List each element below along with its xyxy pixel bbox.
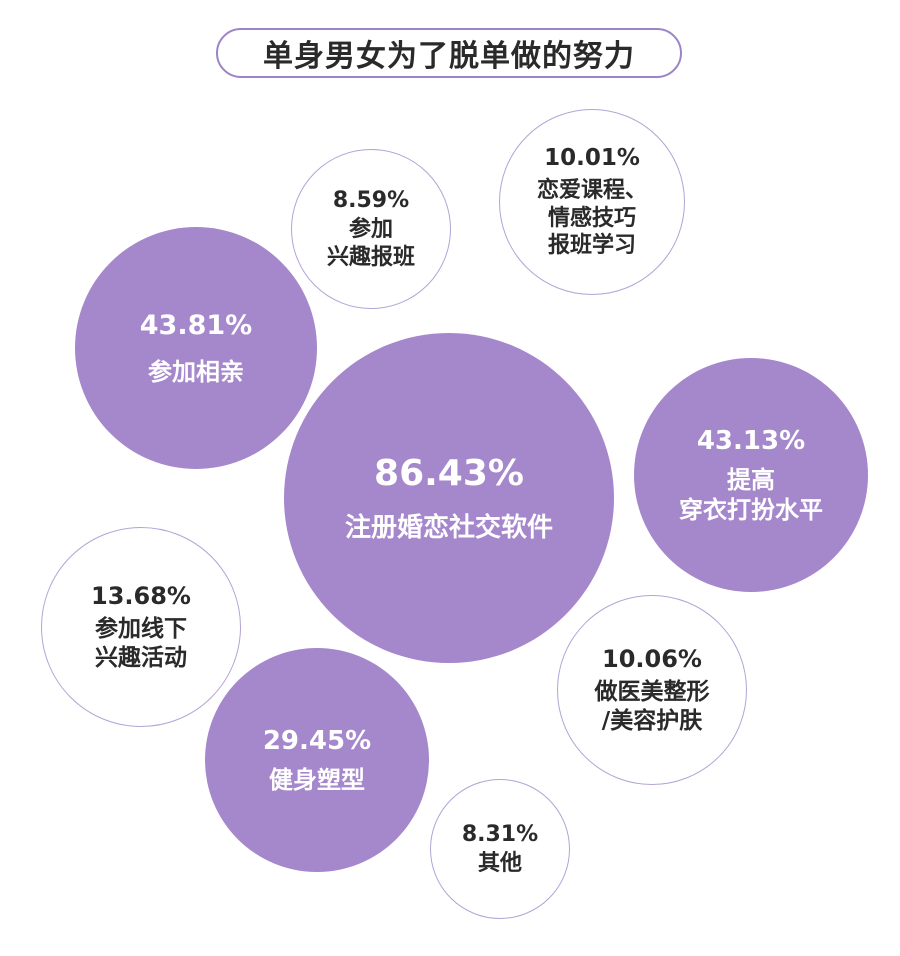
bubble-label: 穿衣打扮水平: [679, 496, 823, 525]
bubble-label: 参加: [348, 217, 393, 243]
bubble-value: 8.31%: [461, 821, 539, 847]
bubble-value: 43.81%: [139, 310, 253, 342]
bubble-label: 兴趣活动: [95, 645, 187, 671]
bubble-value: 29.45%: [262, 725, 372, 756]
bubble-label: 其他: [477, 851, 522, 876]
bubble-3: 29.45% 健身塑型: [205, 648, 429, 872]
bubble-label: 做医美整形: [594, 679, 710, 706]
bubble-1: 43.81% 参加相亲: [75, 227, 317, 469]
bubble-4: 13.68% 参加线下 兴趣活动: [41, 527, 241, 727]
bubble-label: 恋爱课程、: [536, 178, 647, 204]
bubble-value: 10.01%: [544, 145, 640, 172]
bubble-label: 参加相亲: [148, 357, 244, 386]
bubble-label: 报班学习: [547, 233, 636, 259]
bubble-7: 8.59% 参加 兴趣报班: [291, 149, 451, 309]
bubble-0: 86.43% 注册婚恋社交软件: [284, 333, 614, 663]
bubble-value: 10.06%: [602, 645, 702, 674]
bubble-label: 注册婚恋社交软件: [344, 513, 553, 544]
bubble-label: 提高: [727, 466, 775, 495]
bubble-label: 参加线下: [95, 616, 187, 643]
bubble-5: 10.06% 做医美整形/美容护肤: [557, 595, 747, 785]
bubble-value: 43.13%: [696, 425, 806, 456]
bubble-2: 43.13% 提高 穿衣打扮水平: [634, 358, 868, 592]
bubble-8: 8.31% 其他: [430, 779, 570, 919]
bubble-6: 10.01% 恋爱课程、 情感技巧 报班学习: [499, 109, 685, 295]
bubble-value: 86.43%: [374, 453, 524, 495]
bubble-label: 情感技巧: [547, 205, 636, 231]
bubble-label: 健身塑型: [269, 766, 365, 795]
bubble-label: 兴趣报班: [326, 244, 415, 270]
chart-title: 单身男女为了脱单做的努力: [216, 28, 682, 78]
bubble-label: /美容护肤: [601, 708, 703, 734]
bubble-value: 13.68%: [91, 582, 191, 611]
bubble-value: 8.59%: [332, 187, 410, 213]
